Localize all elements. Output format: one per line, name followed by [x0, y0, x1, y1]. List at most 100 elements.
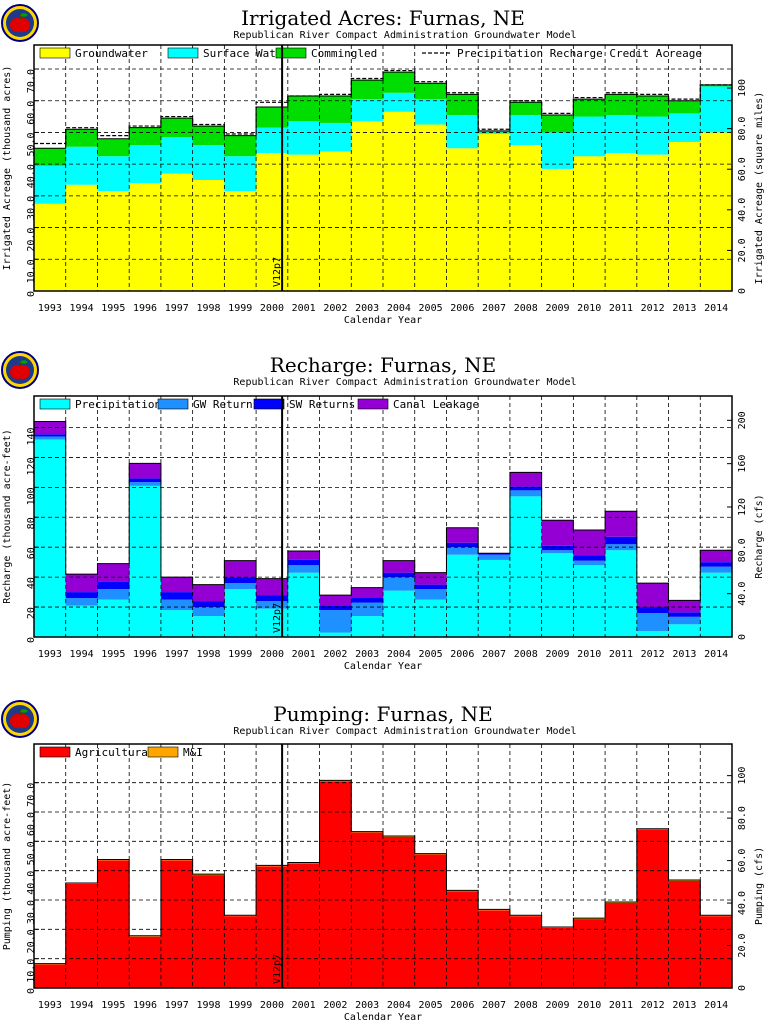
bar-segment — [256, 601, 289, 609]
legend-swatch — [253, 398, 285, 410]
bar-segment — [160, 860, 193, 988]
bar-segment — [319, 605, 352, 611]
tick-label: 60.0 — [737, 157, 748, 181]
tick-label: 0 — [26, 291, 37, 297]
bar-segment — [319, 95, 352, 123]
bar-segment — [224, 583, 257, 590]
bar-segment — [383, 572, 416, 578]
bar-segment — [636, 829, 669, 988]
series-groundwater — [34, 111, 733, 291]
bar-segment — [509, 496, 542, 637]
legend-label: GW Returns — [193, 398, 259, 411]
chart-1-logo-apple-leaf — [20, 13, 28, 17]
tick-label: 1998 — [196, 649, 220, 660]
legend-label: Precipitation — [75, 398, 161, 411]
bar-segment — [636, 116, 669, 155]
x-axis-ticks: 1993 1994 1995 1996 1997 1998 1999 2000 2001 2002… — [38, 303, 728, 314]
series-sw-returns — [34, 434, 733, 617]
bar-segment — [351, 99, 384, 122]
bar-segment — [668, 612, 701, 617]
bar-segment — [509, 114, 542, 146]
tick-label: 2006 — [450, 1000, 474, 1011]
tick-label: 0 — [26, 637, 37, 643]
legend: Groundwater Surface Water Commingled Precip… — [39, 47, 702, 60]
bar-segment — [97, 860, 130, 988]
tick-label: 2012 — [641, 1000, 665, 1011]
legend-label: Canal Leakage — [393, 398, 479, 411]
bar-segment — [414, 99, 447, 125]
tick-label: 1998 — [196, 1000, 220, 1011]
bar-segment — [414, 854, 447, 988]
x-axis-label: Calendar Year — [344, 661, 422, 672]
tick-label: 1995 — [101, 649, 125, 660]
tick-label: 1997 — [165, 1000, 189, 1011]
tick-label: 1999 — [228, 303, 252, 314]
tick-label: 1998 — [196, 303, 220, 314]
tick-label: 80.0 — [737, 806, 748, 830]
bar-segment — [97, 563, 130, 582]
bar-segment — [414, 584, 447, 590]
tick-label: 2013 — [672, 1000, 696, 1011]
bar-segment — [160, 592, 193, 600]
tick-label: 2001 — [292, 649, 316, 660]
series-agricultural — [34, 781, 733, 988]
tick-label: 40 — [26, 577, 37, 589]
bar-segment — [97, 581, 130, 590]
chart-title: Recharge: Furnas, NE — [270, 353, 496, 377]
legend-label: M&I — [183, 746, 203, 759]
tick-label: 1996 — [133, 1000, 157, 1011]
bar-segment — [509, 145, 542, 291]
right-axis-ticks: 0 20.0 40.0 60.0 80.0 100 — [727, 79, 748, 294]
tick-label: 70.0 — [26, 783, 37, 807]
bar-segment — [256, 578, 289, 596]
tick-label: 1994 — [70, 303, 94, 314]
bar-segment — [446, 94, 479, 115]
bar-segment — [160, 577, 193, 593]
tick-label: 0 — [737, 985, 748, 991]
chart-2-logo-apple-right — [16, 365, 30, 379]
version-marker-label: V12p7 — [272, 954, 283, 984]
legend-swatch — [39, 398, 71, 410]
chart-3-logo-apple-leaf — [20, 709, 28, 713]
bar-segment — [34, 964, 67, 988]
bar-segment — [573, 560, 606, 566]
bar-segment — [287, 95, 320, 122]
bar-segment — [351, 602, 384, 617]
legend-label: Agricultural — [75, 746, 154, 759]
legend-swatch — [357, 398, 389, 410]
tick-label: 40.0 — [737, 198, 748, 222]
bar-segment — [636, 613, 669, 632]
legend: Precipitation GW Returns SW Returns Canal L… — [39, 398, 479, 411]
bar-segment — [383, 590, 416, 637]
bar-segment — [446, 547, 479, 555]
plot-frame — [33, 743, 733, 989]
bar-segment — [65, 592, 98, 599]
bar-segment — [636, 95, 669, 117]
tick-label: 2007 — [482, 303, 506, 314]
tick-label: 20.0 — [737, 238, 748, 262]
tick-label: 70.0 — [26, 69, 37, 93]
stack-outline — [34, 779, 732, 965]
bar-segment — [541, 114, 574, 133]
chart-3-logo-apple-right — [16, 714, 30, 728]
bar-segment — [97, 589, 130, 600]
bar-segment — [65, 883, 98, 988]
bar-segment — [446, 148, 479, 291]
chart-title: Pumping: Furnas, NE — [273, 702, 492, 726]
bar-segment — [414, 124, 447, 291]
x-axis-ticks: 1993 1994 1995 1996 1997 1998 1999 2000 2001 2002… — [38, 649, 728, 660]
tick-label: 40.0 — [737, 582, 748, 606]
bar-segment — [541, 545, 574, 551]
tick-label: 40.0 — [26, 164, 37, 188]
series-surface-water — [34, 86, 733, 204]
bar-segment — [668, 600, 701, 613]
version-marker-label: V12p7 — [272, 257, 283, 287]
tick-label: 2001 — [292, 1000, 316, 1011]
bar-segment — [224, 916, 257, 988]
bar-segment — [287, 121, 320, 155]
tick-label: 2004 — [387, 303, 411, 314]
tick-label: 2010 — [577, 303, 601, 314]
bar-segment — [287, 565, 320, 573]
bar-segment — [160, 610, 193, 637]
bar-segment — [34, 439, 67, 637]
